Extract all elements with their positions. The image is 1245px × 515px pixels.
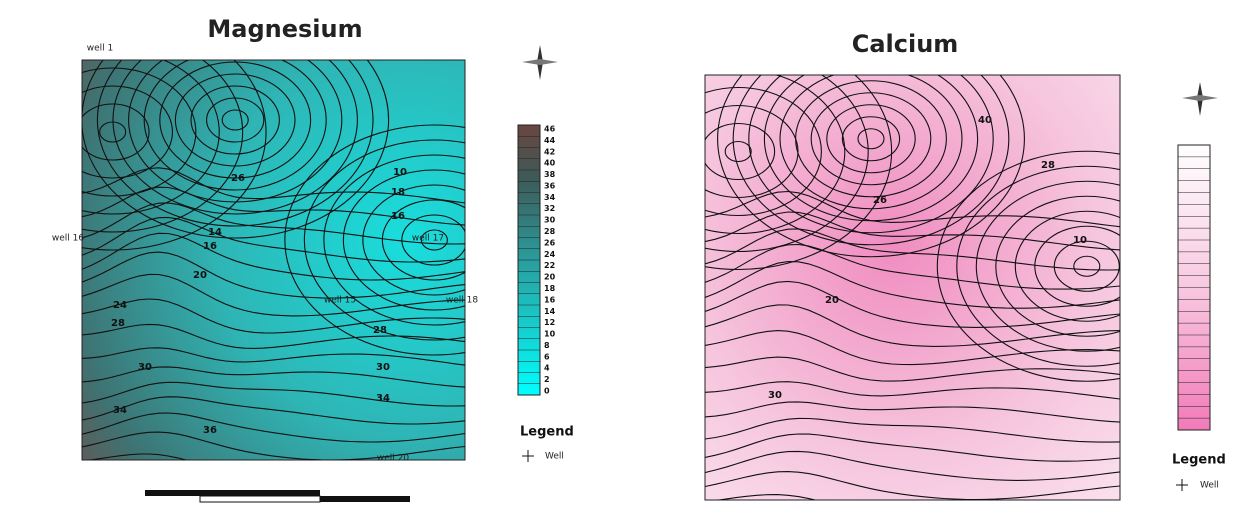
legend-item: Well: [545, 452, 564, 462]
legend-title: Legend: [520, 425, 574, 440]
colorbar-tick-label: 20: [544, 273, 556, 282]
contour-label: 20: [193, 270, 207, 281]
calcium-map: Calcium Legend Well 20 30 10 26 40 28: [585, 21, 1237, 515]
colorbar-tick-label: 26: [544, 238, 556, 247]
colorbar-tick-label: 6: [544, 352, 550, 361]
well-label: well 20: [377, 454, 409, 464]
contour-label: 26: [873, 195, 887, 206]
colorbar-tick-label: 14: [544, 307, 556, 316]
contour-label: 40: [978, 115, 992, 126]
legend-symbol: [1176, 479, 1188, 491]
scale-bar: [145, 490, 410, 502]
colorbar-tick-label: 18: [544, 284, 556, 293]
colorbar-tick-label: 34: [544, 193, 556, 202]
north-arrow: [1182, 82, 1218, 116]
magnesium-map: Magnesium Legend Well 141620242830343610…: [0, 2, 584, 502]
colorbar-tick-label: 8: [544, 341, 550, 350]
legend-symbol: [522, 450, 534, 462]
colorbar-tick-label: 0: [544, 387, 550, 396]
colorbar-tick-label: 40: [544, 159, 556, 168]
contour-label: 16: [203, 241, 217, 252]
colorbar-tick-label: 22: [544, 261, 555, 270]
colorbar-tick-label: 24: [544, 250, 556, 259]
contour-label: 34: [376, 393, 390, 404]
map-title: Magnesium: [207, 15, 362, 43]
colorbar-tick-label: 12: [544, 318, 555, 327]
map-title: Calcium: [852, 30, 959, 58]
colorbar-tick-label: 2: [544, 375, 550, 384]
legend-item: Well: [1200, 481, 1219, 491]
colorbar-tick-label: 42: [544, 147, 555, 156]
map-frame: [705, 75, 1120, 500]
colorbar-tick-label: 28: [544, 227, 556, 236]
contour-label: 20: [825, 295, 839, 306]
colorbar-tick-label: 16: [544, 295, 556, 304]
contour-label: 16: [391, 211, 405, 222]
contour-label: 30: [138, 362, 152, 373]
contour-label: 14: [208, 227, 222, 238]
contour-label: 24: [113, 300, 127, 311]
well-label: well 1: [87, 44, 114, 54]
contour-label: 10: [393, 167, 407, 178]
contour-label: 28: [373, 325, 387, 336]
contour-label: 26: [231, 173, 245, 184]
colorbar-tick-label: 38: [544, 170, 556, 179]
contour-label: 36: [203, 425, 217, 436]
colorbar-tick-label: 36: [544, 181, 556, 190]
contour-label: 30: [768, 390, 782, 401]
contour-label: 28: [111, 318, 125, 329]
map-frame: [82, 60, 465, 460]
north-arrow: [522, 45, 558, 80]
colorbar-tick-label: 30: [544, 216, 556, 225]
legend-title: Legend: [1172, 453, 1226, 468]
contour-label: 18: [391, 187, 405, 198]
colorbar-tick-label: 4: [544, 364, 550, 373]
colorbar-tick-label: 44: [544, 136, 556, 145]
contour-label: 10: [1073, 235, 1087, 246]
well-label: well 16: [52, 234, 84, 244]
contour-label: 34: [113, 405, 127, 416]
contour-label: 28: [1041, 160, 1055, 171]
well-label: well 17: [412, 234, 444, 244]
contour-label: 30: [376, 362, 390, 373]
page: Magnesium Legend Well 141620242830343610…: [0, 0, 1245, 515]
colorbar-tick-label: 32: [544, 204, 555, 213]
well-label: well 18: [446, 296, 478, 306]
colorbar-tick-label: 46: [544, 125, 556, 134]
well-label: well 15: [324, 296, 356, 306]
colorbar-tick-label: 10: [544, 330, 556, 339]
